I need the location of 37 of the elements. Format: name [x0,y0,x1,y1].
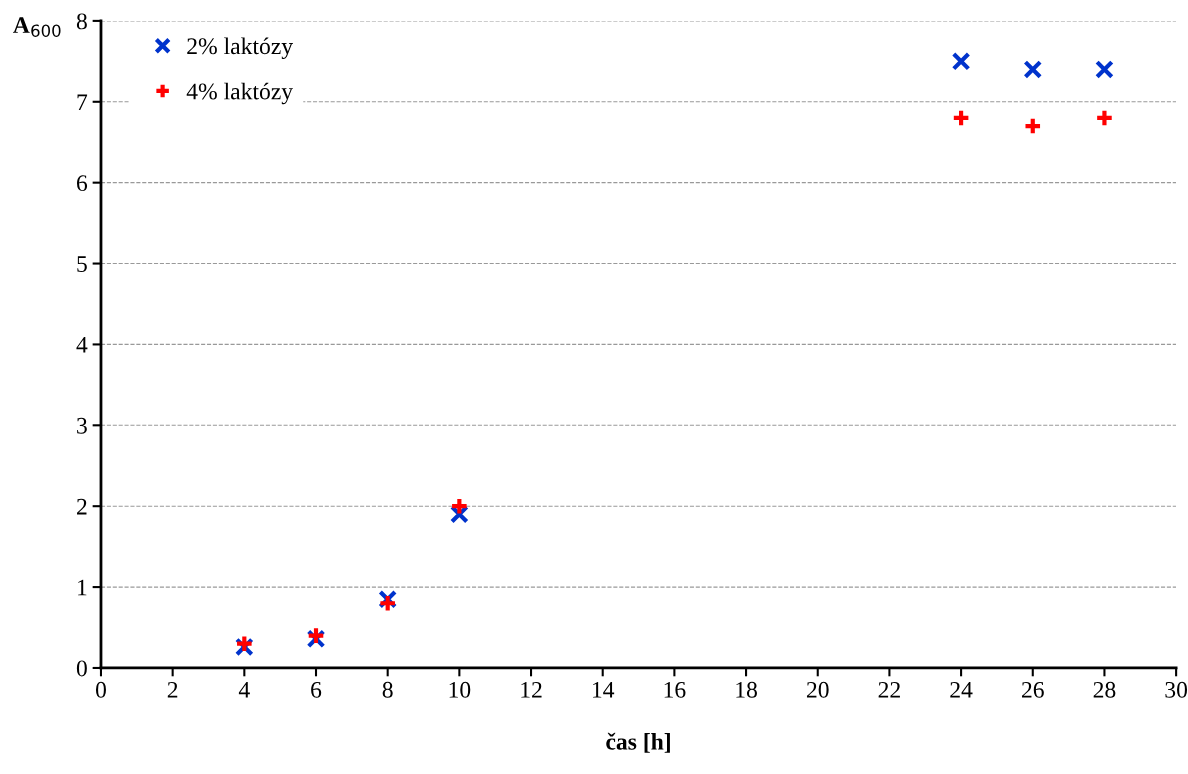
point [1095,108,1114,128]
y-tick-label: 4 [76,337,88,353]
point [951,108,971,128]
x-tick-label: 2 [167,681,178,698]
x-tick-label: 6 [311,681,322,698]
y-tick-label: 8 [76,13,87,30]
x-tick-label: 14 [592,681,615,698]
x-tick-label: 0 [95,681,106,698]
point [1023,60,1043,79]
legend-label: 4% laktózy [186,82,294,105]
point [951,51,971,71]
x-tick-label: 20 [806,681,829,698]
x-tick-label: 16 [664,681,686,698]
x-tick-label: 18 [736,681,757,698]
y-tick-label: 6 [76,175,88,192]
point [306,626,326,645]
x-tick-label: 10 [449,681,471,698]
y-tick-label: 5 [77,256,87,272]
x-tick-label: 8 [382,681,393,698]
legend-label: 2% laktózy [187,37,294,60]
x-axis-title: čas [h] [606,732,670,753]
x-tick-label: 4 [238,682,250,698]
x-tick-label: 12 [521,681,542,698]
x-tick-label: 24 [950,681,973,698]
y-tick-label: 3 [77,417,87,434]
x-tick-label: 22 [878,681,900,698]
x-tick-label: 30 [1165,681,1188,698]
y-tick-label: 0 [76,660,87,677]
point [449,496,469,516]
y-tick-label: 1 [78,579,87,596]
point [1095,60,1114,79]
y-axis-title: A$_{600}$ [13,17,61,37]
point [1023,116,1043,136]
y-tick-label: 2 [77,498,87,515]
x-tick-label: 26 [1022,681,1044,698]
y-tick-label: 7 [77,94,88,110]
x-tick-label: 28 [1093,681,1116,698]
